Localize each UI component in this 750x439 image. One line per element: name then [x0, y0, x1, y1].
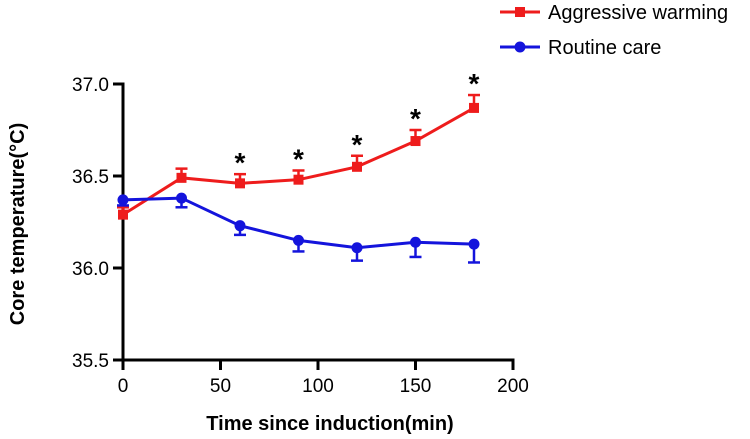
x-axis-title: Time since induction(min) — [206, 413, 453, 435]
data-point — [410, 236, 421, 248]
legend-marker — [514, 41, 526, 53]
legend-marker — [515, 7, 525, 17]
data-point — [176, 192, 187, 204]
y-tick-label: 36.0 — [72, 259, 109, 280]
data-point — [293, 174, 304, 185]
data-point — [118, 209, 128, 220]
x-axis: 0 50 100 150 200 — [118, 358, 529, 397]
x-tick-label: 100 — [302, 376, 334, 397]
data-point — [235, 178, 245, 189]
y-tick-label: 37.0 — [72, 75, 109, 96]
legend-item: Aggressive warming — [500, 2, 728, 24]
y-axis-title: Core temperature(°C) — [7, 123, 29, 325]
data-point — [468, 238, 480, 250]
data-point — [176, 172, 187, 183]
y-tick-label: 36.5 — [72, 167, 109, 188]
x-tick-label: 0 — [118, 376, 129, 397]
significance-asterisk: * — [352, 129, 363, 160]
series-routine-care — [117, 192, 480, 264]
series-layer — [117, 93, 480, 264]
significance-asterisk: * — [235, 147, 246, 178]
x-tick-label: 50 — [210, 376, 231, 397]
data-point — [469, 102, 479, 113]
significance-asterisk: * — [410, 103, 421, 134]
data-point — [234, 220, 246, 232]
legend-item: Routine care — [500, 37, 661, 59]
x-tick-label: 200 — [497, 376, 529, 397]
series-aggressive-warming — [117, 93, 480, 220]
significance-asterisk: * — [469, 68, 480, 99]
data-point — [352, 161, 362, 172]
data-point — [293, 234, 304, 246]
legend: Aggressive warming Routine care — [500, 2, 728, 59]
x-tick-label: 150 — [400, 376, 432, 397]
data-point — [117, 194, 129, 206]
data-point — [351, 242, 363, 254]
legend-label: Routine care — [548, 37, 661, 59]
significance-annotations: * * * * * — [235, 68, 480, 178]
legend-label: Aggressive warming — [548, 2, 728, 24]
significance-asterisk: * — [293, 143, 304, 174]
y-axis: 35.5 36.0 36.5 37.0 — [72, 75, 125, 372]
data-point — [410, 136, 421, 147]
y-tick-label: 35.5 — [72, 351, 109, 372]
